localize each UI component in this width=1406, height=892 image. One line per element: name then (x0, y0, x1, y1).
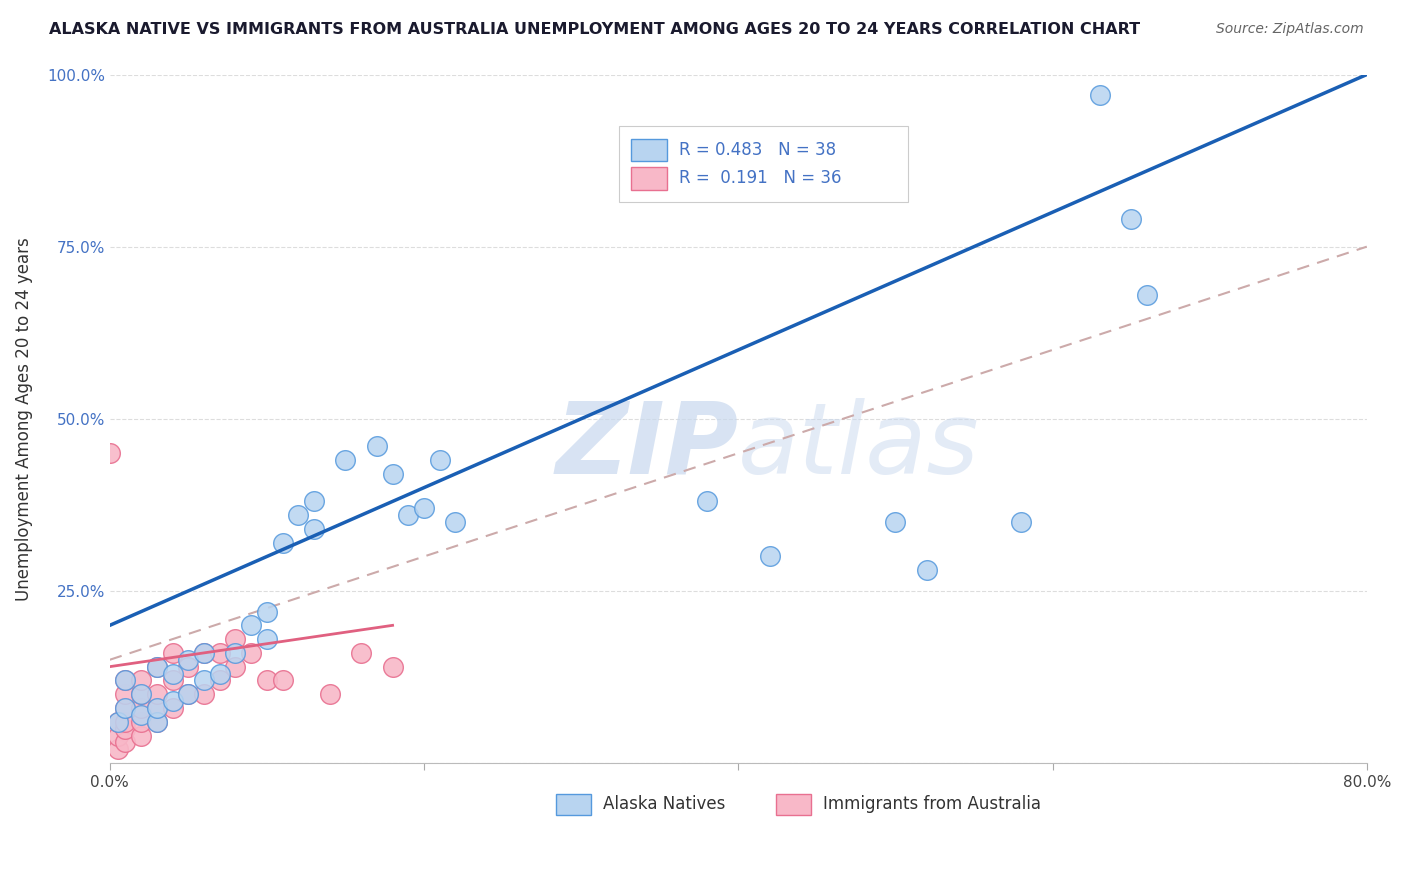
Point (224, 659, 246, 673)
Point (1010, 515, 1032, 529)
Point (1119, 212, 1142, 227)
Point (146, 659, 169, 673)
FancyBboxPatch shape (631, 138, 666, 161)
Point (98, 446, 121, 460)
Point (381, 659, 404, 673)
Point (208, 673, 231, 688)
Text: ZIP: ZIP (555, 398, 738, 495)
Point (240, 618, 263, 632)
Point (271, 535, 294, 549)
Point (256, 632, 278, 646)
Point (146, 701, 169, 715)
Point (177, 653, 200, 667)
Point (319, 687, 342, 701)
Point (146, 714, 169, 729)
Point (915, 563, 938, 577)
Point (256, 605, 278, 619)
Point (240, 646, 263, 660)
Point (129, 714, 152, 729)
Point (335, 453, 357, 467)
Point (129, 701, 152, 715)
Text: Source: ZipAtlas.com: Source: ZipAtlas.com (1216, 22, 1364, 37)
Point (177, 687, 200, 701)
Text: Immigrants from Australia: Immigrants from Australia (823, 796, 1040, 814)
Point (208, 646, 231, 660)
Text: ALASKA NATIVE VS IMMIGRANTS FROM AUSTRALIA UNEMPLOYMENT AMONG AGES 20 TO 24 YEAR: ALASKA NATIVE VS IMMIGRANTS FROM AUSTRAL… (49, 22, 1140, 37)
Point (350, 646, 373, 660)
Point (114, 714, 136, 729)
Point (114, 701, 136, 715)
Text: R = 0.483   N = 38: R = 0.483 N = 38 (679, 141, 837, 159)
FancyBboxPatch shape (619, 126, 908, 202)
Point (1136, 288, 1159, 302)
Point (302, 494, 325, 508)
FancyBboxPatch shape (555, 794, 591, 814)
Point (107, 729, 129, 743)
Point (366, 439, 388, 453)
Point (114, 673, 136, 688)
Point (114, 673, 136, 688)
Point (114, 722, 136, 736)
Point (193, 673, 215, 688)
Point (162, 673, 184, 688)
Point (129, 707, 152, 722)
Point (129, 673, 152, 688)
Point (114, 735, 136, 749)
Point (162, 646, 184, 660)
Point (302, 522, 325, 536)
Point (396, 508, 419, 523)
Point (884, 515, 907, 529)
Point (193, 687, 215, 701)
Point (162, 694, 184, 708)
Point (114, 687, 136, 701)
Point (129, 687, 152, 701)
Point (107, 742, 129, 756)
Point (271, 673, 294, 688)
FancyBboxPatch shape (631, 168, 666, 189)
Point (177, 687, 200, 701)
Point (129, 687, 152, 701)
Point (162, 666, 184, 681)
Point (146, 701, 169, 715)
Text: Alaska Natives: Alaska Natives (603, 796, 725, 814)
Text: R =  0.191   N = 36: R = 0.191 N = 36 (679, 169, 842, 187)
Point (193, 646, 215, 660)
Point (107, 714, 129, 729)
Point (287, 508, 309, 523)
Point (224, 646, 246, 660)
Y-axis label: Unemployment Among Ages 20 to 24 years: Unemployment Among Ages 20 to 24 years (15, 237, 32, 600)
Point (758, 549, 780, 564)
FancyBboxPatch shape (776, 794, 811, 814)
Point (429, 453, 451, 467)
Point (129, 729, 152, 743)
Point (381, 467, 404, 481)
Point (224, 632, 246, 646)
Point (444, 515, 467, 529)
Point (107, 714, 129, 729)
Point (208, 666, 231, 681)
Point (146, 659, 169, 673)
Point (177, 659, 200, 673)
Point (146, 687, 169, 701)
Text: atlas: atlas (738, 398, 980, 495)
Point (696, 494, 718, 508)
Point (162, 701, 184, 715)
Point (256, 673, 278, 688)
Point (193, 646, 215, 660)
Point (413, 501, 436, 516)
Point (114, 701, 136, 715)
Point (146, 714, 169, 729)
Point (1088, 88, 1111, 103)
